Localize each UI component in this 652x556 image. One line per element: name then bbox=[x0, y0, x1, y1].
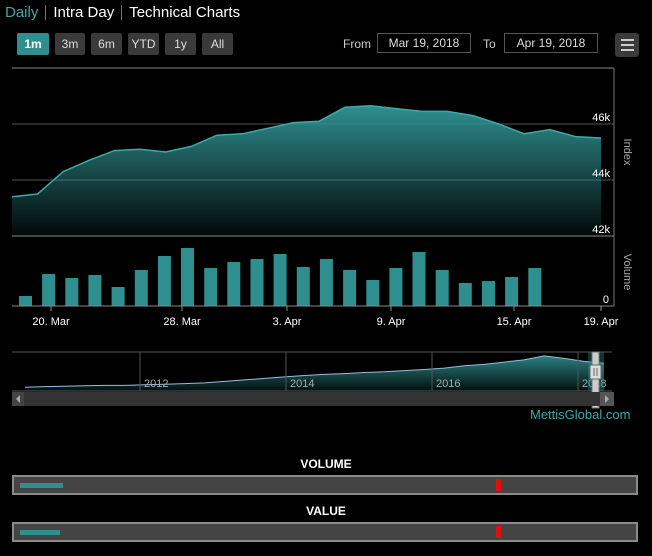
tab-divider bbox=[121, 5, 123, 20]
volume-bar bbox=[134, 270, 148, 306]
range-1m-button[interactable]: 1m bbox=[17, 33, 49, 55]
volume-bar bbox=[42, 274, 56, 306]
navigator-line-series bbox=[24, 355, 605, 388]
volume-bar bbox=[273, 254, 287, 306]
volume-bar bbox=[65, 278, 79, 306]
volume-progress-marker bbox=[496, 479, 501, 491]
price-area-series bbox=[12, 105, 601, 236]
to-date-input[interactable]: Apr 19, 2018 bbox=[504, 33, 598, 53]
x-tick-label: 19. Apr bbox=[584, 316, 619, 328]
arrow-left-icon bbox=[16, 395, 20, 403]
navigator-handle[interactable] bbox=[591, 351, 600, 409]
x-tick-label: 20. Mar bbox=[32, 316, 70, 328]
volume-bar bbox=[412, 252, 426, 306]
stock-chart: 42k 44k 46k Index 0 Volume 20. Mar 28. Mar 3… bbox=[11, 67, 633, 409]
volume-bar bbox=[482, 281, 495, 306]
x-tick-label: 9. Apr bbox=[377, 316, 406, 328]
range-1y-button[interactable]: 1y bbox=[165, 33, 196, 55]
scrollbar[interactable] bbox=[12, 392, 614, 406]
volume-bar bbox=[528, 268, 542, 306]
volume-bar bbox=[181, 248, 194, 306]
hamburger-icon-bar bbox=[620, 49, 634, 51]
value-progress-bar bbox=[12, 522, 638, 542]
tab-divider bbox=[45, 5, 47, 20]
chart-menu-button[interactable] bbox=[615, 33, 639, 57]
volume-bar bbox=[157, 256, 171, 306]
volume-bar bbox=[19, 296, 32, 306]
range-ytd-button[interactable]: YTD bbox=[128, 33, 159, 55]
volume-bar bbox=[343, 270, 357, 306]
navigator[interactable]: 2012201420162018 bbox=[12, 351, 612, 409]
volume-bar bbox=[319, 259, 333, 306]
volume-bar bbox=[227, 262, 241, 306]
from-date-input[interactable]: Mar 19, 2018 bbox=[377, 33, 471, 53]
range-all-button[interactable]: All bbox=[202, 33, 233, 55]
volume-bar bbox=[505, 277, 519, 306]
value-progress-title: VALUE bbox=[306, 504, 346, 518]
tab-daily[interactable]: Daily bbox=[5, 4, 39, 21]
volume-progress-bar bbox=[12, 475, 638, 495]
to-label: To bbox=[483, 37, 496, 51]
volume-bar bbox=[458, 283, 472, 306]
brand-watermark[interactable]: MettisGlobal.com bbox=[530, 407, 631, 422]
volume-progress-title: VOLUME bbox=[300, 457, 352, 471]
price-tick-label: 46k bbox=[592, 112, 610, 124]
navigator-area-series bbox=[25, 355, 604, 391]
price-tick-label: 42k bbox=[592, 224, 610, 236]
hamburger-icon-bar bbox=[620, 44, 634, 46]
navigator-grip-icon[interactable] bbox=[589, 364, 602, 380]
volume-bar bbox=[250, 259, 264, 306]
scrollbar-track[interactable] bbox=[12, 392, 614, 406]
volume-progress-fill bbox=[20, 483, 63, 488]
x-tick-label: 28. Mar bbox=[163, 316, 201, 328]
view-tabs: Daily Intra Day Technical Charts bbox=[5, 4, 240, 21]
value-progress-marker bbox=[496, 526, 501, 538]
volume-bar bbox=[296, 267, 310, 306]
value-progress-fill bbox=[20, 530, 60, 535]
range-3m-button[interactable]: 3m bbox=[55, 33, 85, 55]
range-6m-button[interactable]: 6m bbox=[91, 33, 122, 55]
volume-bar bbox=[366, 280, 380, 306]
x-tick-label: 15. Apr bbox=[497, 316, 532, 328]
volume-bar bbox=[389, 268, 403, 306]
volume-axis-label: Volume bbox=[621, 254, 633, 291]
price-line-series bbox=[11, 105, 602, 198]
volume-bar bbox=[88, 275, 102, 306]
volume-bar bbox=[111, 287, 125, 306]
price-tick-label: 44k bbox=[592, 168, 610, 180]
volume-zero-tick: 0 bbox=[603, 294, 609, 306]
index-axis-label: Index bbox=[621, 139, 633, 166]
navigator-year-label: 2012 bbox=[144, 378, 168, 390]
x-tick-label: 3. Apr bbox=[273, 316, 302, 328]
volume-panel: 0 Volume 20. Mar 28. Mar 3. Apr 9. Apr 15. A… bbox=[12, 248, 633, 328]
volume-bar bbox=[204, 268, 218, 306]
price-panel: 42k 44k 46k Index bbox=[11, 67, 633, 306]
volume-bar bbox=[435, 270, 449, 306]
tab-technical-charts[interactable]: Technical Charts bbox=[129, 4, 241, 21]
tab-intra-day[interactable]: Intra Day bbox=[53, 4, 115, 21]
navigator-year-label: 2016 bbox=[436, 378, 460, 390]
arrow-right-icon bbox=[605, 395, 609, 403]
hamburger-icon-bar bbox=[620, 39, 634, 41]
navigator-year-label: 2014 bbox=[290, 378, 314, 390]
from-label: From bbox=[343, 37, 371, 51]
